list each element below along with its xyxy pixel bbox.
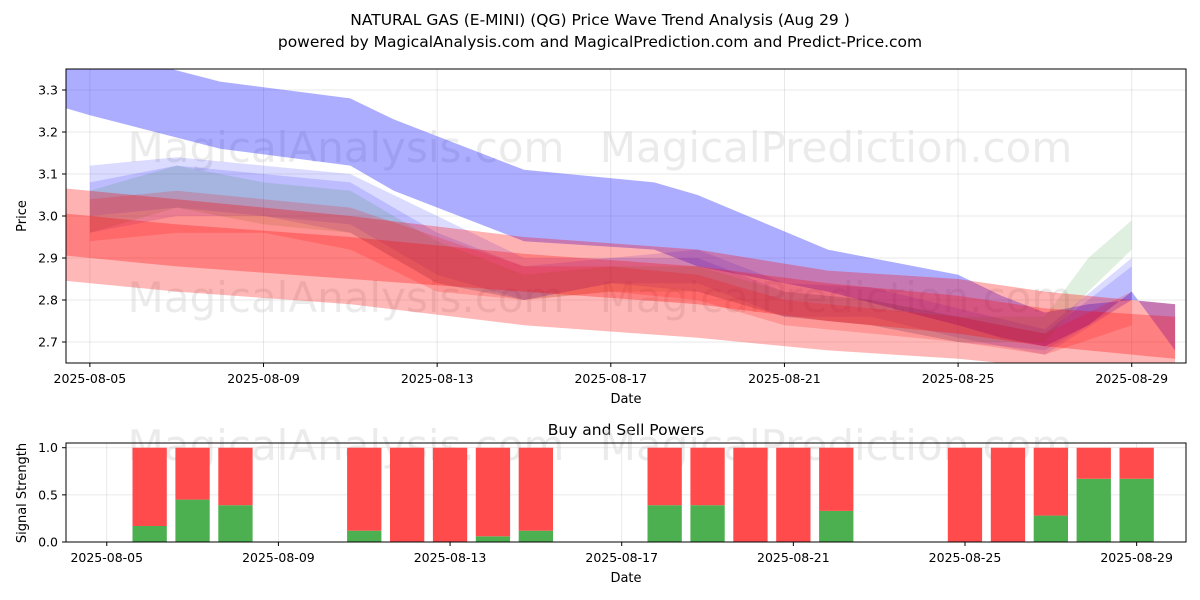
price-x-tick-label: 2025-08-25 — [922, 371, 995, 386]
sell-bar-2025-08-28 — [1076, 447, 1111, 479]
price-x-tick-label: 2025-08-09 — [227, 371, 300, 386]
price-x-tick-label: 2025-08-29 — [1095, 371, 1168, 386]
price-y-label: Price — [15, 200, 30, 232]
signal-bars — [132, 447, 1154, 542]
price-band-green-3 — [89, 165, 1132, 342]
price-y-tick-label: 3.2 — [38, 125, 58, 140]
buy-bar-2025-08-29 — [1119, 478, 1154, 542]
signal-x-tick-label: 2025-08-21 — [757, 550, 830, 565]
price-y-tick-label: 2.8 — [38, 293, 58, 308]
signal-x-label: Date — [610, 571, 641, 586]
price-y-tick-label: 3.1 — [38, 167, 58, 182]
chart-subtitle: powered by MagicalAnalysis.com and Magic… — [278, 33, 922, 51]
signal-y-axis: 0.0 0.5 1.0 — [38, 440, 66, 550]
price-y-tick-label: 2.7 — [38, 335, 58, 350]
price-band-red-4 — [66, 188, 1176, 359]
sell-bar-2025-08-06 — [132, 447, 167, 526]
buy-bar-2025-08-06 — [132, 526, 167, 542]
buy-bar-2025-08-11 — [347, 530, 382, 542]
sell-bar-2025-08-26 — [990, 447, 1026, 542]
buy-bar-2025-08-22 — [819, 510, 854, 542]
buy-bar-2025-08-08 — [218, 505, 253, 542]
sell-bar-2025-08-29 — [1119, 447, 1154, 479]
sell-bar-2025-08-19 — [690, 447, 725, 506]
watermark-left-mid: MagicalAnalysis.com — [128, 273, 565, 322]
price-x-tick-label: 2025-08-17 — [574, 371, 647, 386]
signal-x-tick-label: 2025-08-29 — [1100, 550, 1173, 565]
price-x-axis: 2025-08-05 2025-08-09 2025-08-13 2025-08-17… — [54, 363, 1168, 386]
watermark-left-top: MagicalAnalysis.com — [128, 123, 565, 172]
sell-bar-2025-08-25 — [947, 447, 983, 542]
price-x-tick-label: 2025-08-21 — [748, 371, 821, 386]
signal-x-axis: 2025-08-05 2025-08-09 2025-08-13 2025-08-17… — [70, 542, 1173, 565]
signal-y-tick-label: 0.5 — [38, 487, 58, 502]
signal-x-tick-label: 2025-08-25 — [929, 550, 1002, 565]
price-band-blue-1 — [89, 157, 1132, 355]
price-band-red-6 — [89, 190, 1132, 355]
price-x-label: Date — [610, 392, 641, 407]
watermark-right-mid: MagicalPrediction.com — [600, 273, 1073, 322]
price-band-blue-0 — [66, 69, 1176, 351]
buy-bar-2025-08-18 — [647, 505, 682, 542]
signal-x-tick-label: 2025-08-17 — [585, 550, 658, 565]
sell-bar-2025-08-20 — [733, 447, 768, 542]
buy-bar-2025-08-14 — [475, 536, 511, 542]
sell-bar-2025-08-18 — [647, 447, 682, 506]
signal-y-label: Signal Strength — [15, 443, 30, 543]
buy-bar-2025-08-19 — [690, 505, 725, 542]
signal-panel: Buy and Sell Powers MagicalAnalysis.com … — [15, 421, 1187, 586]
signal-title: Buy and Sell Powers — [548, 421, 705, 439]
sell-bar-2025-08-11 — [347, 447, 382, 531]
signal-x-tick-label: 2025-08-13 — [414, 550, 487, 565]
price-panel: MagicalAnalysis.com MagicalPrediction.co… — [15, 68, 1187, 407]
signal-y-tick-label: 1.0 — [38, 440, 58, 455]
sell-bar-2025-08-27 — [1033, 447, 1068, 516]
buy-bar-2025-08-27 — [1033, 515, 1068, 542]
sell-bar-2025-08-21 — [776, 447, 811, 542]
sell-bar-2025-08-12 — [390, 447, 425, 542]
price-bands — [66, 69, 1176, 363]
price-y-tick-label: 3.0 — [38, 209, 58, 224]
signal-x-tick-label: 2025-08-09 — [242, 550, 315, 565]
price-grid — [66, 69, 1186, 363]
sell-bar-2025-08-14 — [475, 447, 511, 537]
price-x-tick-label: 2025-08-05 — [54, 371, 127, 386]
sell-bar-2025-08-08 — [218, 447, 253, 506]
sell-bar-2025-08-22 — [819, 447, 854, 511]
sell-bar-2025-08-15 — [518, 447, 553, 531]
price-band-blue-2 — [89, 165, 1132, 351]
chart-title: NATURAL GAS (E-MINI) (QG) Price Wave Tre… — [350, 11, 850, 29]
price-x-tick-label: 2025-08-13 — [401, 371, 474, 386]
buy-bar-2025-08-28 — [1076, 478, 1111, 542]
sell-bar-2025-08-07 — [175, 447, 210, 500]
sell-bar-2025-08-13 — [432, 447, 468, 542]
price-y-tick-label: 2.9 — [38, 251, 58, 266]
price-band-red-5 — [66, 213, 1176, 363]
buy-bar-2025-08-15 — [518, 530, 553, 542]
buy-bar-2025-08-07 — [175, 499, 210, 542]
price-y-tick-label: 3.3 — [38, 83, 58, 98]
watermark-right-top: MagicalPrediction.com — [600, 123, 1073, 172]
signal-x-tick-label: 2025-08-05 — [70, 550, 143, 565]
signal-y-tick-label: 0.0 — [38, 535, 58, 550]
signal-plot-frame — [65, 442, 1187, 543]
price-plot-background — [66, 69, 1186, 363]
price-y-axis: 2.7 2.8 2.9 3.0 3.1 3.2 3.3 — [38, 83, 66, 350]
